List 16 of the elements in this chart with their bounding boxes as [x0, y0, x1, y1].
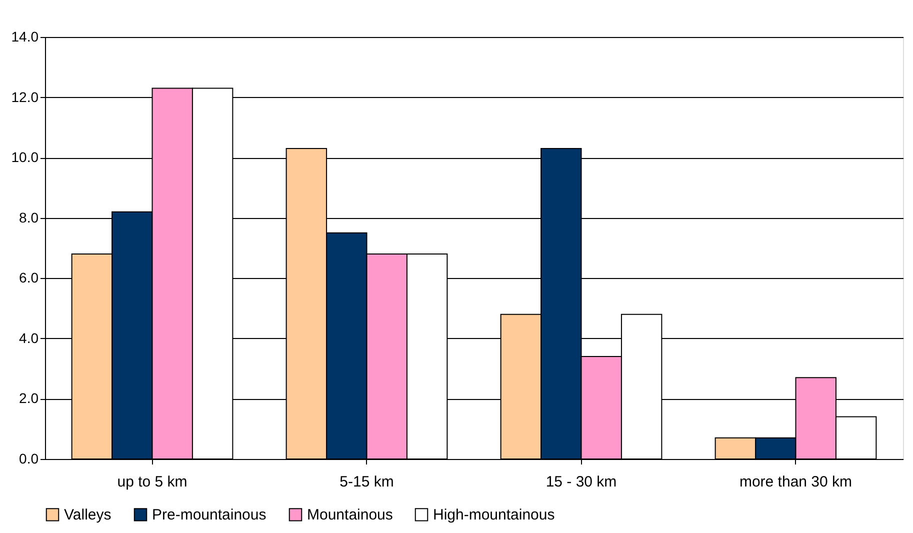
- y-tick-label: 10.0: [11, 149, 39, 166]
- y-tick-label: 4.0: [19, 330, 39, 346]
- legend-label: High-mountainous: [433, 506, 555, 524]
- y-tick-label: 12.0: [11, 88, 39, 105]
- x-tick-label: up to 5 km: [117, 474, 188, 490]
- y-tick-label: 14.0: [11, 28, 39, 44]
- x-tick-label: more than 30 km: [739, 474, 852, 490]
- legend-label: Valleys: [64, 506, 112, 524]
- y-tick-label: 0.0: [19, 450, 39, 466]
- y-tick-label: 2.0: [19, 390, 39, 406]
- x-tick-label: 15 - 30 km: [546, 474, 617, 490]
- legend-label: Pre-mountainous: [152, 506, 266, 524]
- x-tick-label: 5-15 km: [340, 474, 394, 490]
- y-tick-label: 8.0: [19, 209, 39, 226]
- y-tick-label: 6.0: [19, 270, 39, 286]
- legend-label: Mountainous: [307, 506, 393, 524]
